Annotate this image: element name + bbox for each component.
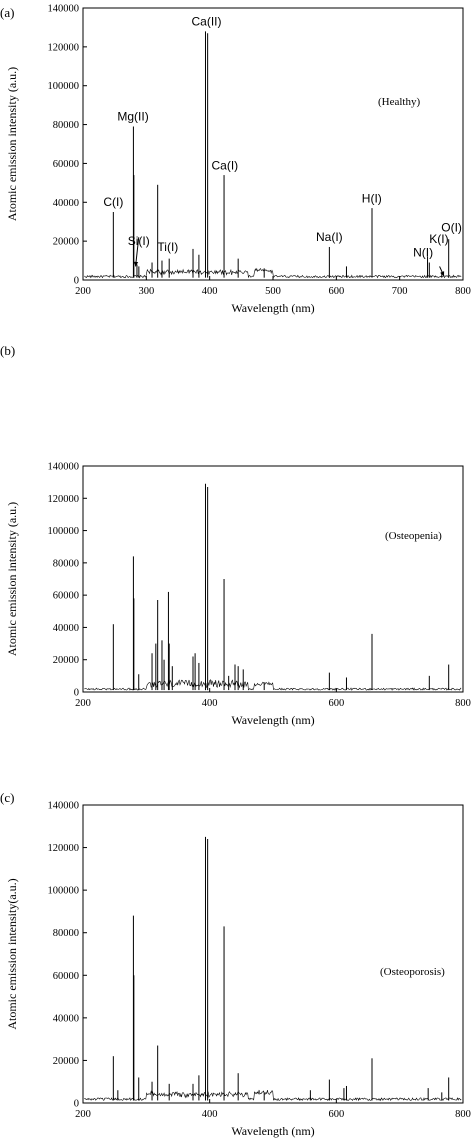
- y-tick-label: 20000: [53, 1056, 79, 1067]
- peak-label: Ca(I): [212, 158, 239, 172]
- y-tick-label: 60000: [53, 159, 79, 170]
- y-tick-label: 0: [74, 1099, 79, 1110]
- x-tick-label: 200: [75, 698, 91, 709]
- y-tick-label: 140000: [48, 462, 80, 473]
- annotation-arrow: [135, 237, 140, 267]
- sample-annotation: (Osteoporosis): [380, 966, 445, 978]
- panel-label: (a): [0, 5, 14, 20]
- x-tick-label: 800: [455, 286, 471, 297]
- y-tick-label: 140000: [48, 4, 80, 15]
- y-tick-label: 40000: [53, 198, 79, 209]
- peak-label: K(I): [429, 232, 448, 246]
- y-tick-label: 60000: [53, 591, 79, 602]
- x-axis-title: Wavelength (nm): [231, 713, 314, 727]
- peak-label: Mg(II): [117, 110, 148, 124]
- baseline-trace: [84, 267, 462, 279]
- peak-label: N(I): [413, 246, 433, 260]
- x-tick-label: 600: [328, 286, 344, 297]
- arrow-head: [133, 261, 139, 267]
- y-tick-label: 40000: [53, 1013, 79, 1024]
- y-tick-label: 120000: [48, 42, 80, 53]
- y-tick-label: 20000: [53, 237, 79, 248]
- y-tick-label: 140000: [48, 801, 80, 812]
- sample-annotation: (Osteopenia): [385, 530, 442, 542]
- x-tick-label: 600: [328, 1109, 344, 1120]
- y-tick-label: 100000: [48, 886, 80, 897]
- y-tick-label: 120000: [48, 843, 80, 854]
- x-tick-label: 400: [202, 286, 218, 297]
- chart-panel-b: (b) 0 20000 40000 60000 80000 100000 120000 1400…: [0, 343, 471, 727]
- peak-label: C(I): [103, 195, 123, 209]
- y-tick-label: 0: [74, 276, 79, 287]
- panel-label: (b): [0, 343, 15, 358]
- y-tick-label: 0: [74, 688, 79, 699]
- x-tick-label: 300: [138, 286, 154, 297]
- arrow-head: [440, 271, 445, 277]
- panel-label: (c): [0, 790, 14, 805]
- x-tick-label: 500: [265, 286, 281, 297]
- peak-label: Ca(II): [192, 14, 222, 28]
- y-axis-title: Atomic emission intensity (a.u.): [5, 67, 19, 221]
- y-tick-label: 60000: [53, 971, 79, 982]
- x-tick-label: 200: [75, 286, 91, 297]
- y-tick-label: 20000: [53, 655, 79, 666]
- y-tick-label: 80000: [53, 558, 79, 569]
- plot-frame: [82, 465, 464, 693]
- y-tick-label: 100000: [48, 526, 80, 537]
- x-tick-label: 400: [202, 1109, 218, 1120]
- x-tick-label: 200: [75, 1109, 91, 1120]
- peak-label: Ti(I): [157, 240, 178, 254]
- chart-panel-c: (c) 0 20000 40000 60000 80000 100000 120000 1400…: [0, 790, 471, 1138]
- x-axis-title: Wavelength (nm): [231, 1124, 314, 1138]
- y-tick-label: 40000: [53, 623, 79, 634]
- peak-label: H(I): [362, 191, 382, 205]
- x-tick-label: 700: [392, 286, 408, 297]
- peak-label: Na(I): [316, 230, 343, 244]
- y-tick-label: 80000: [53, 928, 79, 939]
- x-tick-label: 600: [328, 698, 344, 709]
- x-axis-title: Wavelength (nm): [231, 301, 314, 315]
- chart-panel-a: (a) 0 20000 40000 60000 80000 100000 120000 1400…: [0, 4, 471, 316]
- plot-frame: [82, 804, 464, 1104]
- x-tick-label: 400: [202, 698, 218, 709]
- baseline-trace: [84, 1089, 462, 1102]
- peak-label: O(I): [441, 220, 462, 234]
- x-tick-label: 800: [455, 698, 471, 709]
- x-tick-label: 800: [455, 1109, 471, 1120]
- y-tick-label: 100000: [48, 81, 80, 92]
- y-tick-label: 120000: [48, 494, 80, 505]
- y-axis-title: Atomic emission intensity(a.u.): [5, 878, 19, 1029]
- baseline-trace: [84, 679, 462, 691]
- y-tick-label: 80000: [53, 120, 79, 131]
- y-axis-title: Atomic emission intensity (a.u.): [5, 502, 19, 656]
- sample-annotation: (Healthy): [378, 96, 420, 108]
